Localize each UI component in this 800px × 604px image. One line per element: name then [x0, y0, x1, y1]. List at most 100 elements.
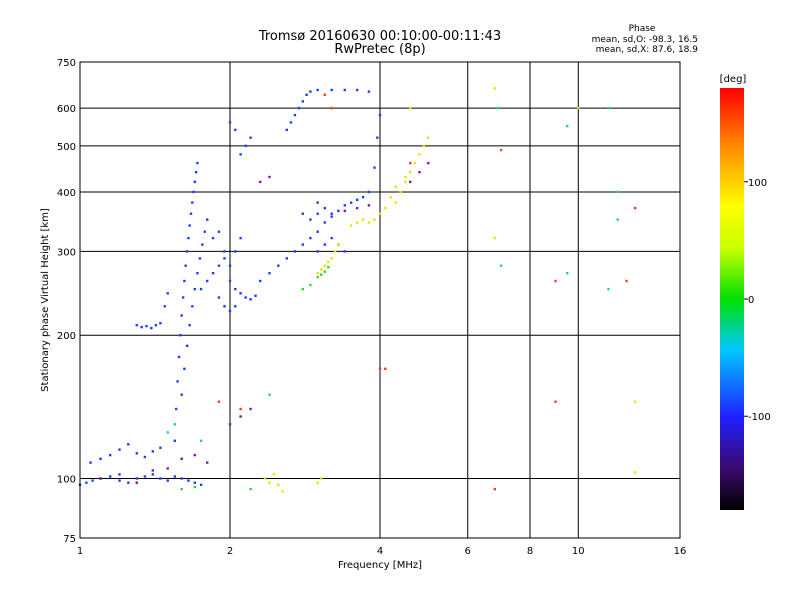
data-point [228, 121, 232, 124]
colorbar-tick-label: 0 [748, 295, 754, 306]
data-point [203, 230, 206, 233]
data-point [356, 88, 359, 92]
data-point [384, 367, 387, 370]
data-point [196, 161, 199, 165]
colorbar-tick-label: -100 [748, 412, 771, 423]
data-point [309, 236, 312, 240]
y-tick-label: 600 [57, 104, 76, 115]
data-point [418, 171, 421, 174]
data-point [320, 477, 323, 480]
data-point [356, 221, 359, 224]
phase-heading: Phase [629, 24, 656, 34]
data-point [193, 453, 196, 457]
data-point [337, 209, 340, 213]
data-point [193, 287, 196, 291]
data-point [409, 161, 412, 165]
data-point [316, 275, 319, 279]
data-point [151, 469, 154, 472]
data-point [418, 153, 421, 156]
data-point [196, 272, 199, 275]
data-point [85, 481, 88, 484]
data-point [343, 88, 346, 92]
data-point [177, 355, 181, 359]
data-point [378, 113, 382, 117]
data-point [413, 161, 417, 165]
data-point [427, 161, 430, 165]
data-point [180, 477, 183, 480]
data-point [316, 272, 319, 275]
data-point [180, 393, 183, 396]
data-point [373, 218, 376, 221]
data-point [228, 279, 232, 283]
data-point [493, 236, 496, 240]
data-point [409, 106, 412, 110]
data-point [309, 90, 312, 93]
data-point [316, 250, 319, 253]
data-point [316, 201, 319, 204]
data-point [566, 272, 569, 275]
data-point [554, 400, 557, 403]
data-point [496, 106, 500, 110]
data-point [239, 153, 242, 156]
x-tick-label: 8 [527, 546, 533, 557]
x-axis-ticks: 1 2 4 6 8 10 16 [77, 546, 687, 557]
data-point [330, 236, 333, 240]
data-point [309, 218, 312, 221]
data-point [316, 88, 319, 92]
data-point [244, 296, 247, 299]
data-point [404, 175, 407, 179]
data-point [323, 221, 326, 224]
chart-subtitle: RwPretec (8p) [334, 42, 425, 57]
data-point [159, 322, 162, 325]
data-point [268, 272, 271, 275]
data-point [394, 201, 397, 204]
data-point [89, 461, 92, 464]
data-point [199, 287, 203, 291]
data-point [356, 206, 359, 210]
data-point [327, 260, 330, 264]
data-point [373, 166, 376, 169]
data-point [409, 180, 412, 184]
data-point [99, 477, 102, 480]
data-point [616, 190, 619, 194]
data-point [343, 250, 346, 253]
plot-frame [79, 61, 681, 539]
data-point [239, 407, 242, 411]
data-point [191, 305, 194, 308]
data-point [206, 218, 209, 221]
data-point [140, 325, 143, 329]
data-point [633, 471, 637, 474]
data-point [175, 407, 178, 411]
data-point [422, 144, 426, 147]
data-point [91, 479, 94, 482]
data-point [309, 283, 312, 287]
data-point [389, 196, 392, 199]
data-point [198, 257, 202, 260]
x-tick-label: 6 [465, 546, 471, 557]
data-point [268, 175, 271, 179]
data-point [330, 212, 333, 215]
data-point [199, 439, 203, 442]
data-point [228, 309, 232, 313]
data-point [228, 423, 232, 426]
data-point [625, 279, 628, 283]
data-point [211, 272, 215, 275]
data-point [343, 204, 346, 207]
data-point [330, 257, 333, 260]
data-point [263, 477, 267, 480]
data-point [193, 481, 196, 484]
data-point [384, 206, 387, 210]
phase-stat-o: mean, sd,O: -98.3, 16.5 [592, 35, 698, 45]
data-point [320, 273, 323, 276]
data-point [493, 87, 496, 90]
data-point [135, 452, 138, 455]
data-point [223, 305, 226, 308]
data-point [301, 212, 304, 215]
phase-stat-x: mean, sd,X: 87.6, 18.9 [596, 45, 699, 55]
data-point [194, 171, 198, 174]
data-point [361, 196, 365, 199]
data-point [259, 180, 262, 184]
data-point [285, 257, 288, 260]
data-point [249, 136, 252, 139]
